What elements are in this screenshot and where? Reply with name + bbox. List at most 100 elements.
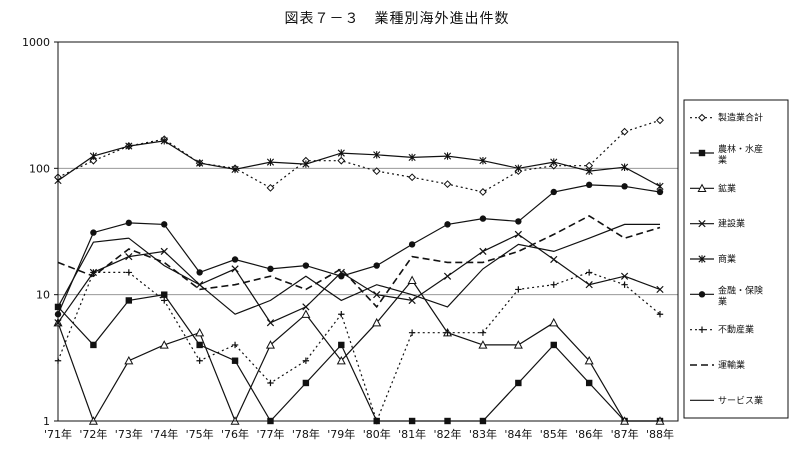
data-point — [585, 269, 593, 276]
x-tick-label: '86年 — [575, 427, 603, 441]
x-tick-label: '81年 — [398, 427, 426, 441]
series-line — [57, 140, 661, 187]
data-point — [301, 309, 311, 318]
grid-layer — [58, 167, 678, 296]
data-point — [549, 317, 559, 327]
data-point — [125, 269, 133, 276]
data-point — [550, 158, 558, 166]
series-line — [57, 223, 660, 315]
data-point — [373, 262, 380, 269]
data-point — [656, 116, 664, 125]
data-point — [408, 173, 417, 182]
data-point — [89, 152, 98, 160]
data-point — [302, 303, 310, 311]
legend-marker — [698, 255, 706, 263]
data-point — [585, 379, 593, 387]
series-line — [57, 294, 660, 422]
data-point — [373, 291, 381, 299]
legend-label: 不動産業 — [718, 324, 754, 336]
data-point — [231, 256, 239, 263]
legend-marker — [698, 113, 706, 122]
data-point — [443, 152, 452, 160]
data-point — [656, 188, 664, 196]
x-tick-label: '71年 — [44, 427, 72, 441]
data-point — [196, 159, 204, 167]
data-point — [408, 296, 416, 305]
x-tick-label: '76年 — [221, 427, 249, 441]
y-tick-label: 1000 — [22, 36, 50, 49]
data-point — [515, 379, 522, 387]
data-point — [125, 142, 133, 150]
x-tick-label: '80年 — [363, 427, 391, 441]
legend-label: サービス業 — [718, 394, 763, 406]
data-point — [231, 265, 239, 273]
data-point — [584, 355, 594, 365]
legend-label: 商業 — [718, 253, 736, 265]
data-point — [124, 355, 134, 365]
series-line — [57, 233, 661, 324]
data-point — [125, 253, 133, 261]
data-point — [585, 181, 593, 189]
data-point — [89, 156, 98, 165]
data-point — [620, 272, 629, 280]
data-point — [550, 281, 557, 288]
data-point — [265, 340, 276, 349]
x-tick-label: '84年 — [504, 427, 532, 441]
series-line — [57, 184, 661, 315]
legend-marker — [698, 220, 706, 228]
legend-marker — [698, 291, 706, 298]
x-tick-label: '87年 — [611, 427, 639, 441]
data-point — [196, 341, 203, 349]
data-point — [159, 340, 169, 349]
data-point — [478, 340, 488, 349]
data-point — [90, 341, 97, 349]
x-tick-label: '72年 — [79, 427, 107, 441]
data-point — [479, 188, 487, 196]
data-point — [550, 255, 558, 264]
data-point — [125, 297, 133, 304]
data-point — [337, 149, 345, 157]
y-tick-label: 10 — [36, 289, 50, 302]
data-point — [479, 329, 487, 336]
data-point — [302, 379, 310, 387]
legend-label: 業 — [718, 295, 727, 307]
data-point — [267, 265, 274, 273]
series-line — [57, 119, 661, 193]
data-point — [550, 188, 557, 196]
x-tick-label: '77年 — [256, 427, 284, 441]
data-point — [160, 247, 168, 256]
x-tick-label: '83年 — [469, 427, 497, 441]
data-point — [338, 341, 345, 349]
plot-frame — [57, 41, 679, 422]
data-point — [408, 153, 416, 162]
data-point — [372, 167, 381, 176]
data-point — [585, 281, 593, 289]
data-point — [479, 156, 487, 165]
legend-label: 運輸業 — [718, 359, 745, 371]
x-tick-label: '75年 — [186, 427, 214, 441]
data-point — [90, 269, 97, 276]
data-point — [514, 230, 522, 239]
legend-marker — [698, 326, 706, 333]
data-point — [302, 357, 310, 364]
data-point — [125, 219, 133, 227]
legend-label: 鉱業 — [718, 182, 736, 194]
data-point — [90, 229, 97, 236]
data-point — [514, 164, 522, 173]
data-point — [160, 137, 168, 145]
x-tick-label: '85年 — [540, 427, 568, 441]
legend-label: 農林・水産 — [718, 143, 763, 155]
x-tick-label: '74年 — [150, 427, 178, 441]
data-point — [231, 165, 239, 174]
data-point — [372, 317, 382, 327]
data-point — [550, 341, 557, 349]
data-point — [444, 329, 451, 336]
data-point — [656, 285, 664, 294]
data-point — [266, 183, 275, 192]
data-point — [338, 311, 345, 318]
data-point — [621, 281, 628, 288]
data-point — [196, 357, 203, 364]
legend-label: 金融・保険 — [718, 284, 763, 296]
